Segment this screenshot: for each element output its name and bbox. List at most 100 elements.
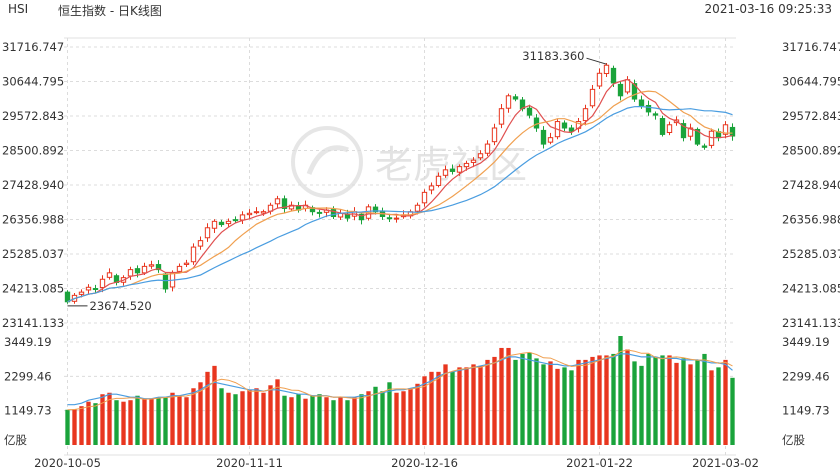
volume-bar bbox=[730, 377, 735, 445]
volume-bar bbox=[632, 361, 637, 445]
y-tick-label-left: 23141.133 bbox=[2, 316, 64, 330]
volume-bar bbox=[457, 367, 462, 445]
vol-tick-label-right: 1149.73 bbox=[782, 404, 830, 418]
candle bbox=[232, 219, 239, 222]
y-tick-label-left: 25285.037 bbox=[2, 247, 64, 261]
axis-labels: 31716.747 31716.747 30644.795 30644.795 2957… bbox=[2, 40, 840, 470]
y-tick-label-right: 29572.843 bbox=[782, 109, 840, 123]
y-tick-label-right: 30644.795 bbox=[782, 75, 840, 89]
candle bbox=[680, 123, 687, 139]
candle bbox=[253, 211, 260, 214]
volume-bar bbox=[674, 362, 679, 445]
volume-bar bbox=[618, 336, 623, 445]
volume-bar bbox=[583, 359, 588, 445]
volume-bar bbox=[688, 364, 693, 445]
candle bbox=[610, 67, 617, 84]
volume-bar bbox=[79, 406, 84, 445]
candle bbox=[484, 143, 491, 154]
y-tick-label-left: 30644.795 bbox=[2, 75, 64, 89]
volume-bar bbox=[310, 395, 315, 445]
vol-tick-label-right: 2299.46 bbox=[782, 369, 830, 383]
volume-bar bbox=[464, 367, 469, 445]
candle bbox=[449, 168, 456, 172]
volume-bar bbox=[205, 371, 210, 445]
volume-bar bbox=[72, 409, 77, 445]
candle bbox=[463, 162, 470, 168]
candle bbox=[148, 264, 155, 267]
volume-bar bbox=[625, 349, 630, 445]
volume-bar bbox=[541, 364, 546, 445]
volume-bar bbox=[590, 356, 595, 445]
volume-bar bbox=[450, 371, 455, 445]
volume-bar bbox=[646, 353, 651, 445]
candle bbox=[624, 79, 631, 93]
candle bbox=[225, 220, 232, 225]
volume-bar bbox=[170, 392, 175, 445]
volume-bar bbox=[261, 392, 266, 445]
volume-bar bbox=[338, 397, 343, 445]
volume-bar bbox=[100, 394, 105, 445]
y-tick-label-right: 24213.085 bbox=[782, 282, 840, 296]
candle bbox=[372, 206, 379, 213]
candle bbox=[134, 268, 141, 274]
candle bbox=[701, 145, 708, 148]
candle bbox=[456, 166, 463, 173]
candle bbox=[505, 95, 512, 109]
candle bbox=[246, 212, 253, 216]
candle bbox=[589, 88, 596, 107]
volume-bar bbox=[142, 398, 147, 445]
candle bbox=[687, 127, 694, 137]
candle bbox=[155, 264, 162, 271]
ma-line bbox=[67, 78, 733, 303]
volume-bar bbox=[282, 395, 287, 445]
volume-bar bbox=[562, 367, 567, 445]
y-tick-label-right: 28500.892 bbox=[782, 143, 840, 157]
candle bbox=[568, 127, 575, 132]
volume-bar bbox=[548, 361, 553, 445]
volume-bar bbox=[569, 370, 574, 445]
candle bbox=[540, 129, 547, 145]
volume-bar bbox=[478, 365, 483, 445]
candle bbox=[533, 117, 540, 129]
volume-bar bbox=[422, 376, 427, 445]
volume-bar bbox=[436, 371, 441, 445]
candle bbox=[162, 273, 169, 290]
volume-bar bbox=[289, 397, 294, 445]
candle bbox=[274, 198, 281, 205]
vol-tick-label-right: 亿股 bbox=[782, 433, 805, 447]
candle bbox=[330, 209, 337, 218]
candle bbox=[106, 272, 113, 278]
volume-bar bbox=[191, 388, 196, 445]
volume-bar bbox=[611, 353, 616, 445]
candle bbox=[281, 198, 288, 209]
candle bbox=[561, 122, 568, 129]
volume-bar bbox=[471, 364, 476, 445]
volume-bar bbox=[653, 356, 658, 445]
candle bbox=[78, 291, 85, 295]
candle bbox=[386, 217, 393, 220]
candle bbox=[442, 169, 449, 176]
timestamp-label: 2021-03-16 09:25:33 bbox=[704, 2, 832, 16]
candle bbox=[211, 220, 218, 229]
candle bbox=[694, 128, 701, 145]
volume-bar bbox=[317, 394, 322, 445]
candle bbox=[99, 278, 106, 288]
candle bbox=[358, 213, 365, 221]
candle bbox=[526, 107, 533, 116]
x-tick-label: 2020-11-11 bbox=[216, 456, 283, 470]
candle bbox=[470, 159, 477, 163]
candle bbox=[204, 227, 211, 239]
watermark-logo-stroke bbox=[306, 145, 349, 175]
vol-tick-label-left: 3449.19 bbox=[4, 335, 52, 349]
candle bbox=[218, 221, 225, 226]
y-tick-label-left: 29572.843 bbox=[2, 109, 64, 123]
candle bbox=[260, 211, 267, 214]
candle bbox=[617, 83, 624, 97]
volume-bar bbox=[408, 388, 413, 445]
candle bbox=[85, 286, 92, 291]
x-tick-label: 2021-01-22 bbox=[566, 456, 633, 470]
volume-bar bbox=[394, 392, 399, 445]
min-price-label: 23674.520 bbox=[90, 299, 152, 313]
x-tick-label: 2021-03-02 bbox=[692, 456, 759, 470]
